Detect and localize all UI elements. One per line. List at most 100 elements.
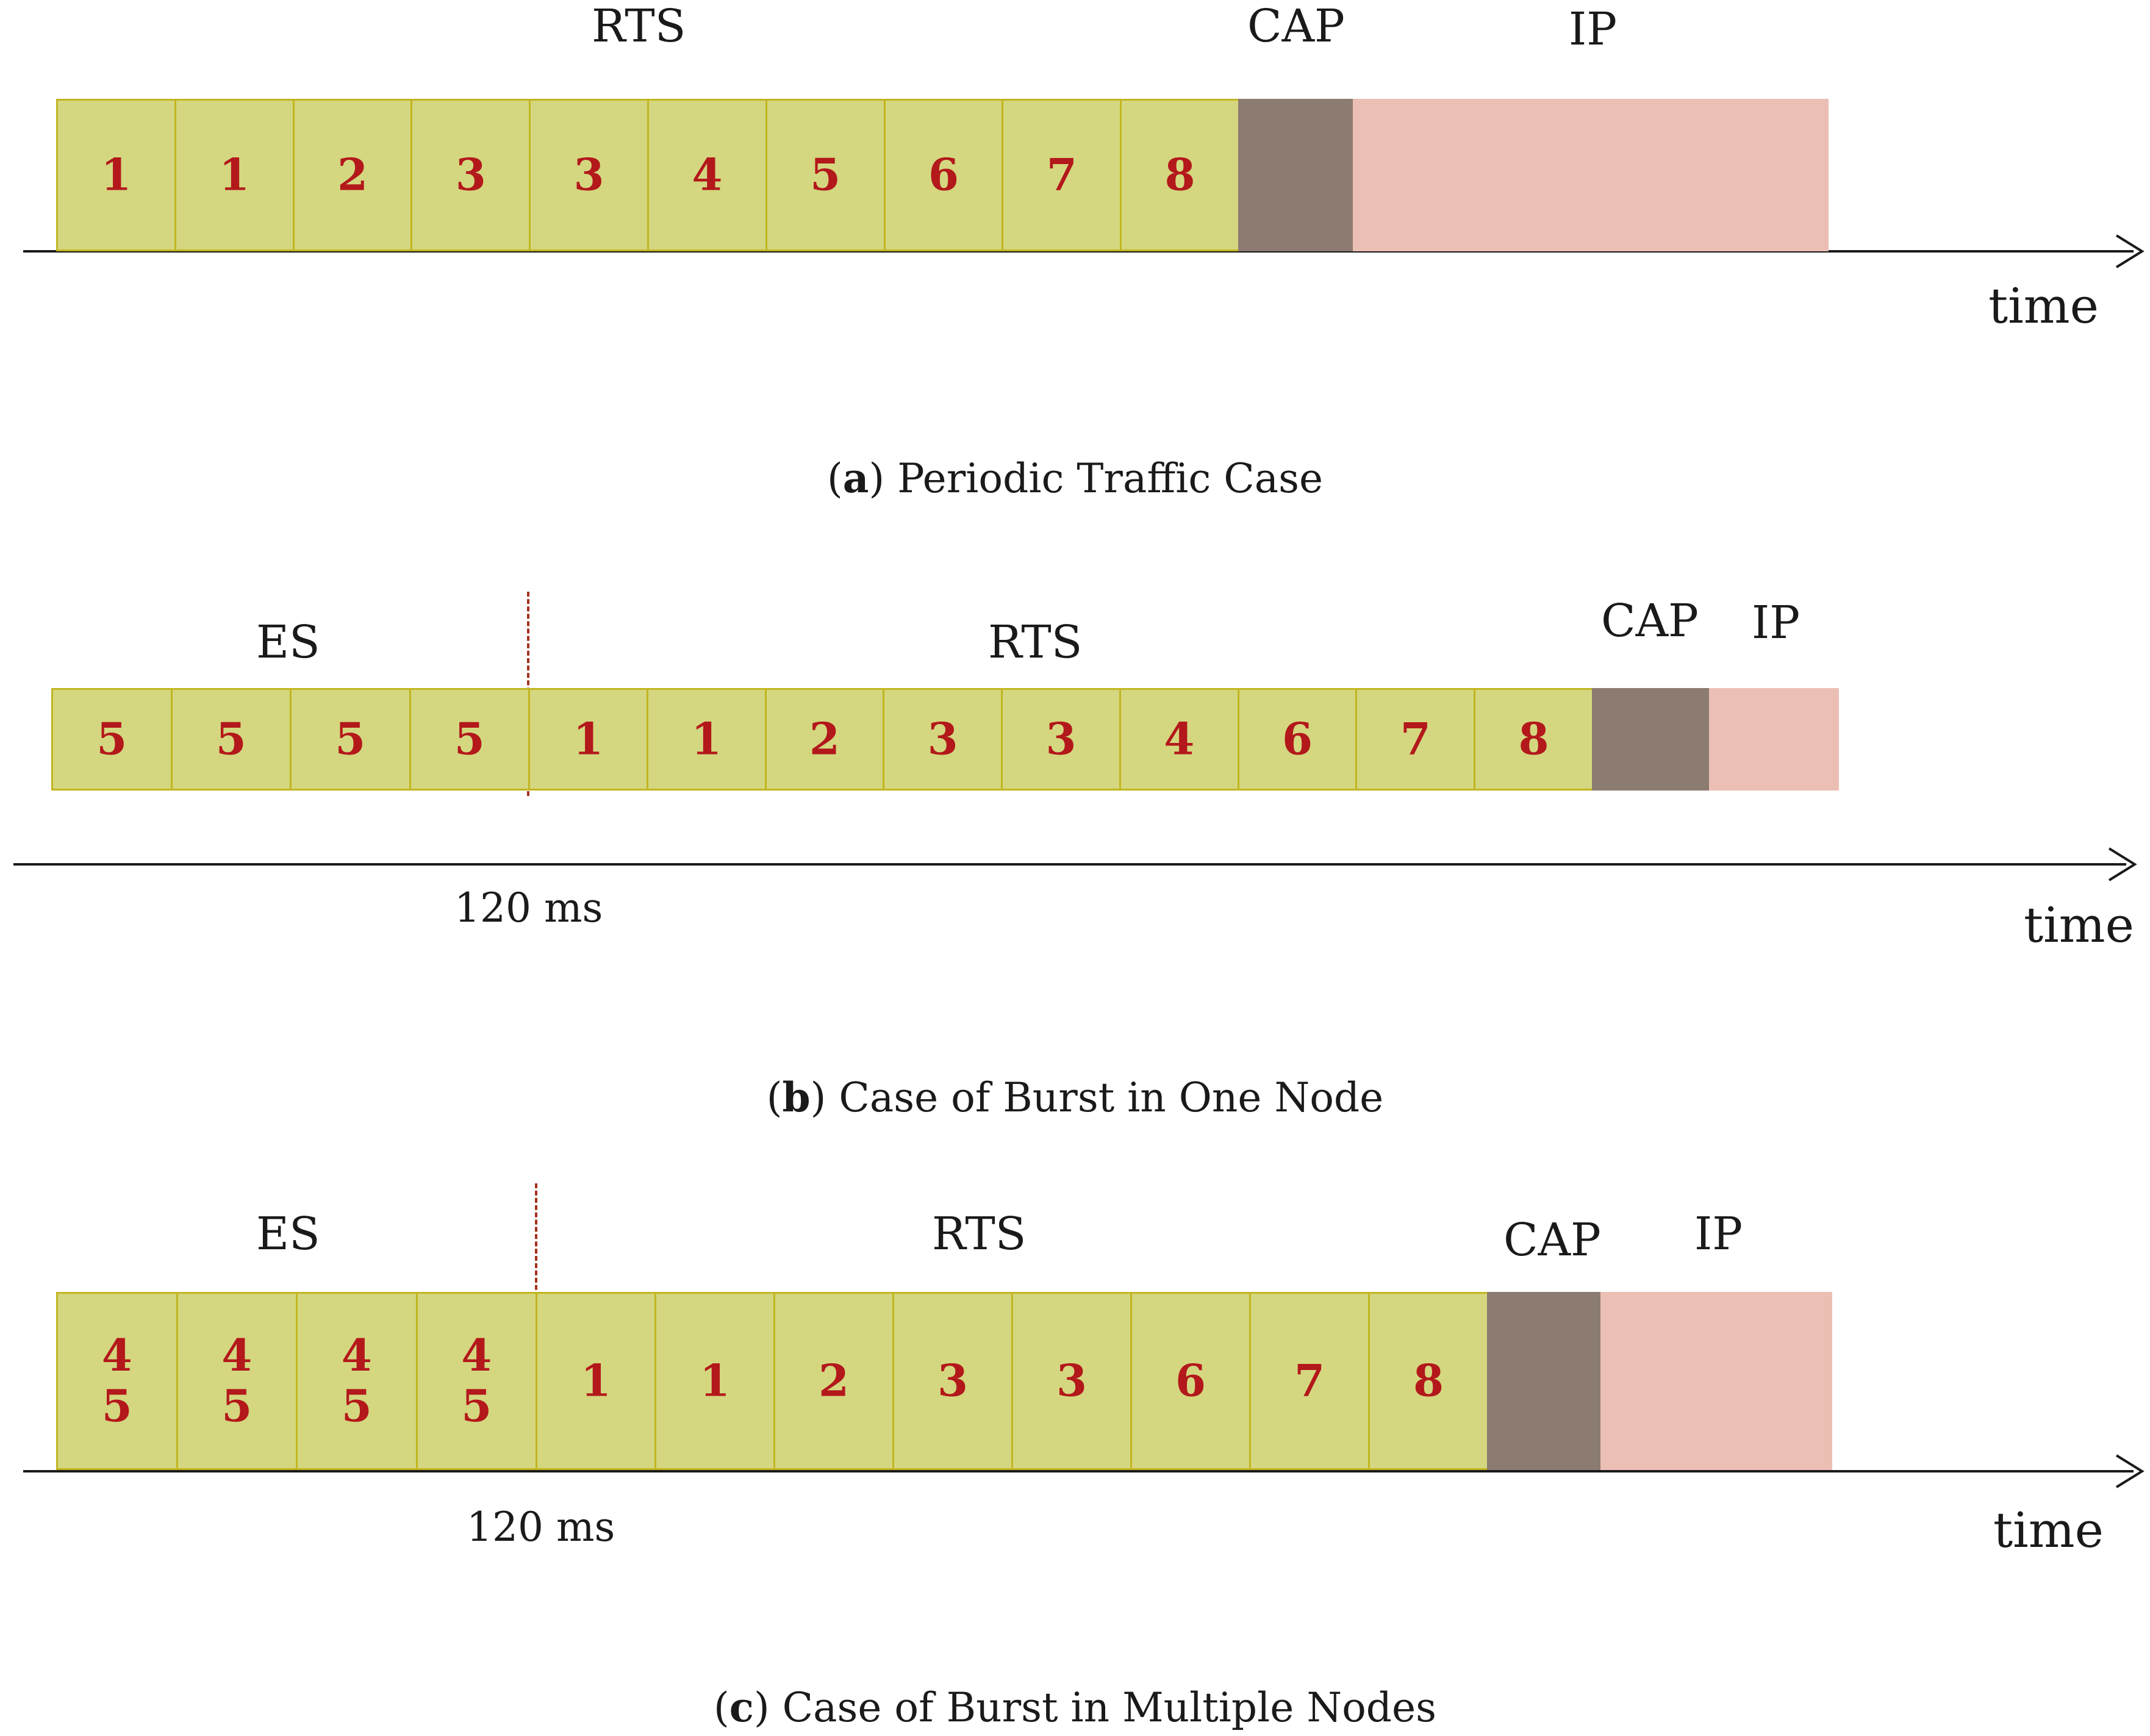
node-number: 6 bbox=[928, 148, 959, 201]
rts-slot: 3 bbox=[892, 1292, 1013, 1470]
cap-label: CAP bbox=[1503, 1214, 1601, 1266]
panel-burst-one-node: ES RTS CAP IP 120 ms time (b) Case of Bu… bbox=[0, 537, 2150, 1147]
rts-slot: 1 bbox=[528, 688, 648, 791]
rts-slot: 1 bbox=[56, 99, 176, 251]
axis-arrow-icon bbox=[2115, 234, 2145, 268]
es-label: ES bbox=[256, 1208, 320, 1260]
cap-block bbox=[1238, 99, 1353, 251]
node-number: 5 bbox=[810, 148, 841, 201]
rts-slot: 3 bbox=[410, 99, 531, 251]
node-number: 6 bbox=[1281, 712, 1313, 765]
panel-periodic-traffic: RTS CAP IP time (a) Periodic Traffic Cas… bbox=[0, 0, 2150, 537]
node-number: 3 bbox=[1045, 712, 1077, 765]
rts-label: RTS bbox=[592, 0, 686, 52]
caption-text: Case of Burst in One Node bbox=[839, 1074, 1384, 1121]
cap-label: CAP bbox=[1601, 595, 1699, 647]
node-number: 7 bbox=[1294, 1354, 1325, 1407]
node-number: 7 bbox=[1400, 712, 1431, 765]
time-axis bbox=[13, 863, 2126, 866]
rts-slot: 1 bbox=[174, 99, 295, 251]
rts-slot: 6 bbox=[1237, 688, 1358, 791]
node-number: 8 bbox=[1164, 148, 1195, 201]
node-number: 6 bbox=[1175, 1354, 1206, 1407]
node-number: 3 bbox=[573, 148, 604, 201]
caption-text: Case of Burst in Multiple Nodes bbox=[782, 1684, 1436, 1731]
cap-block bbox=[1487, 1292, 1600, 1470]
node-number: 1 bbox=[699, 1354, 731, 1407]
node-number: 4 bbox=[101, 1329, 132, 1382]
time-axis bbox=[23, 250, 2134, 253]
es-label: ES bbox=[256, 616, 320, 669]
rts-slot: 7 bbox=[1249, 1292, 1370, 1470]
es-slot: 5 bbox=[290, 688, 411, 791]
es-duration-label: 120 ms bbox=[467, 1504, 615, 1551]
node-number: 2 bbox=[818, 1354, 850, 1407]
axis-label: time bbox=[1988, 278, 2099, 334]
axis-label: time bbox=[2024, 897, 2134, 953]
node-number: 7 bbox=[1046, 148, 1077, 201]
node-number: 5 bbox=[454, 712, 485, 765]
axis-arrow-icon bbox=[2108, 847, 2137, 881]
node-number: 1 bbox=[691, 712, 722, 765]
node-number: 5 bbox=[221, 1380, 253, 1432]
ip-block bbox=[1600, 1292, 1832, 1470]
rts-slot: 2 bbox=[292, 99, 413, 251]
node-number: 5 bbox=[101, 1380, 132, 1432]
ip-label: IP bbox=[1569, 3, 1618, 56]
node-number: 5 bbox=[335, 712, 366, 765]
rts-slot: 8 bbox=[1120, 99, 1240, 251]
rts-slot: 3 bbox=[529, 99, 649, 251]
ip-block bbox=[1709, 688, 1839, 791]
node-number: 5 bbox=[96, 712, 127, 765]
rts-slot: 4 bbox=[1119, 688, 1239, 791]
rts-slot: 5 bbox=[765, 99, 886, 251]
axis-arrow-icon bbox=[2115, 1454, 2145, 1488]
node-number: 3 bbox=[927, 712, 958, 765]
caption-letter: a bbox=[842, 454, 869, 502]
node-number: 1 bbox=[219, 148, 250, 201]
node-number: 3 bbox=[937, 1354, 969, 1407]
rts-slot: 7 bbox=[1002, 99, 1122, 251]
rts-label: RTS bbox=[988, 616, 1083, 669]
caption-text: Periodic Traffic Case bbox=[897, 455, 1324, 502]
node-number: 4 bbox=[1164, 712, 1195, 765]
rts-slot: 2 bbox=[773, 1292, 894, 1470]
node-number: 5 bbox=[215, 712, 246, 765]
rts-slot: 3 bbox=[883, 688, 1003, 791]
node-number: 5 bbox=[461, 1380, 492, 1432]
ip-label: IP bbox=[1752, 597, 1801, 649]
rts-slot: 8 bbox=[1474, 688, 1594, 791]
axis-label: time bbox=[1993, 1502, 2104, 1558]
rts-slot: 7 bbox=[1355, 688, 1476, 791]
es-slot: 5 bbox=[51, 688, 173, 791]
node-number: 4 bbox=[221, 1329, 253, 1382]
panel-caption: (c) Case of Burst in Multiple Nodes bbox=[714, 1684, 1436, 1731]
es-slot: 5 bbox=[409, 688, 530, 791]
es-duration-label: 120 ms bbox=[454, 884, 603, 931]
node-number: 4 bbox=[461, 1329, 492, 1382]
rts-slot: 3 bbox=[1011, 1292, 1132, 1470]
rts-slot: 1 bbox=[646, 688, 767, 791]
rts-slot: 1 bbox=[654, 1292, 775, 1470]
node-number: 1 bbox=[101, 148, 132, 201]
node-number: 4 bbox=[692, 148, 723, 201]
node-number: 1 bbox=[573, 712, 604, 765]
cap-label: CAP bbox=[1247, 0, 1345, 52]
time-axis bbox=[23, 1470, 2134, 1472]
panel-caption: (b) Case of Burst in One Node bbox=[766, 1074, 1384, 1121]
node-number: 3 bbox=[1056, 1354, 1088, 1407]
rts-label: RTS bbox=[932, 1208, 1027, 1260]
ip-block bbox=[1353, 99, 1829, 251]
rts-slot: 1 bbox=[536, 1292, 656, 1470]
ip-label: IP bbox=[1694, 1208, 1743, 1260]
node-number: 3 bbox=[455, 148, 486, 201]
node-number: 2 bbox=[809, 712, 840, 765]
node-number: 4 bbox=[341, 1329, 372, 1382]
rts-slot: 8 bbox=[1368, 1292, 1489, 1470]
node-number: 8 bbox=[1518, 712, 1549, 765]
panel-caption: (a) Periodic Traffic Case bbox=[826, 454, 1324, 502]
